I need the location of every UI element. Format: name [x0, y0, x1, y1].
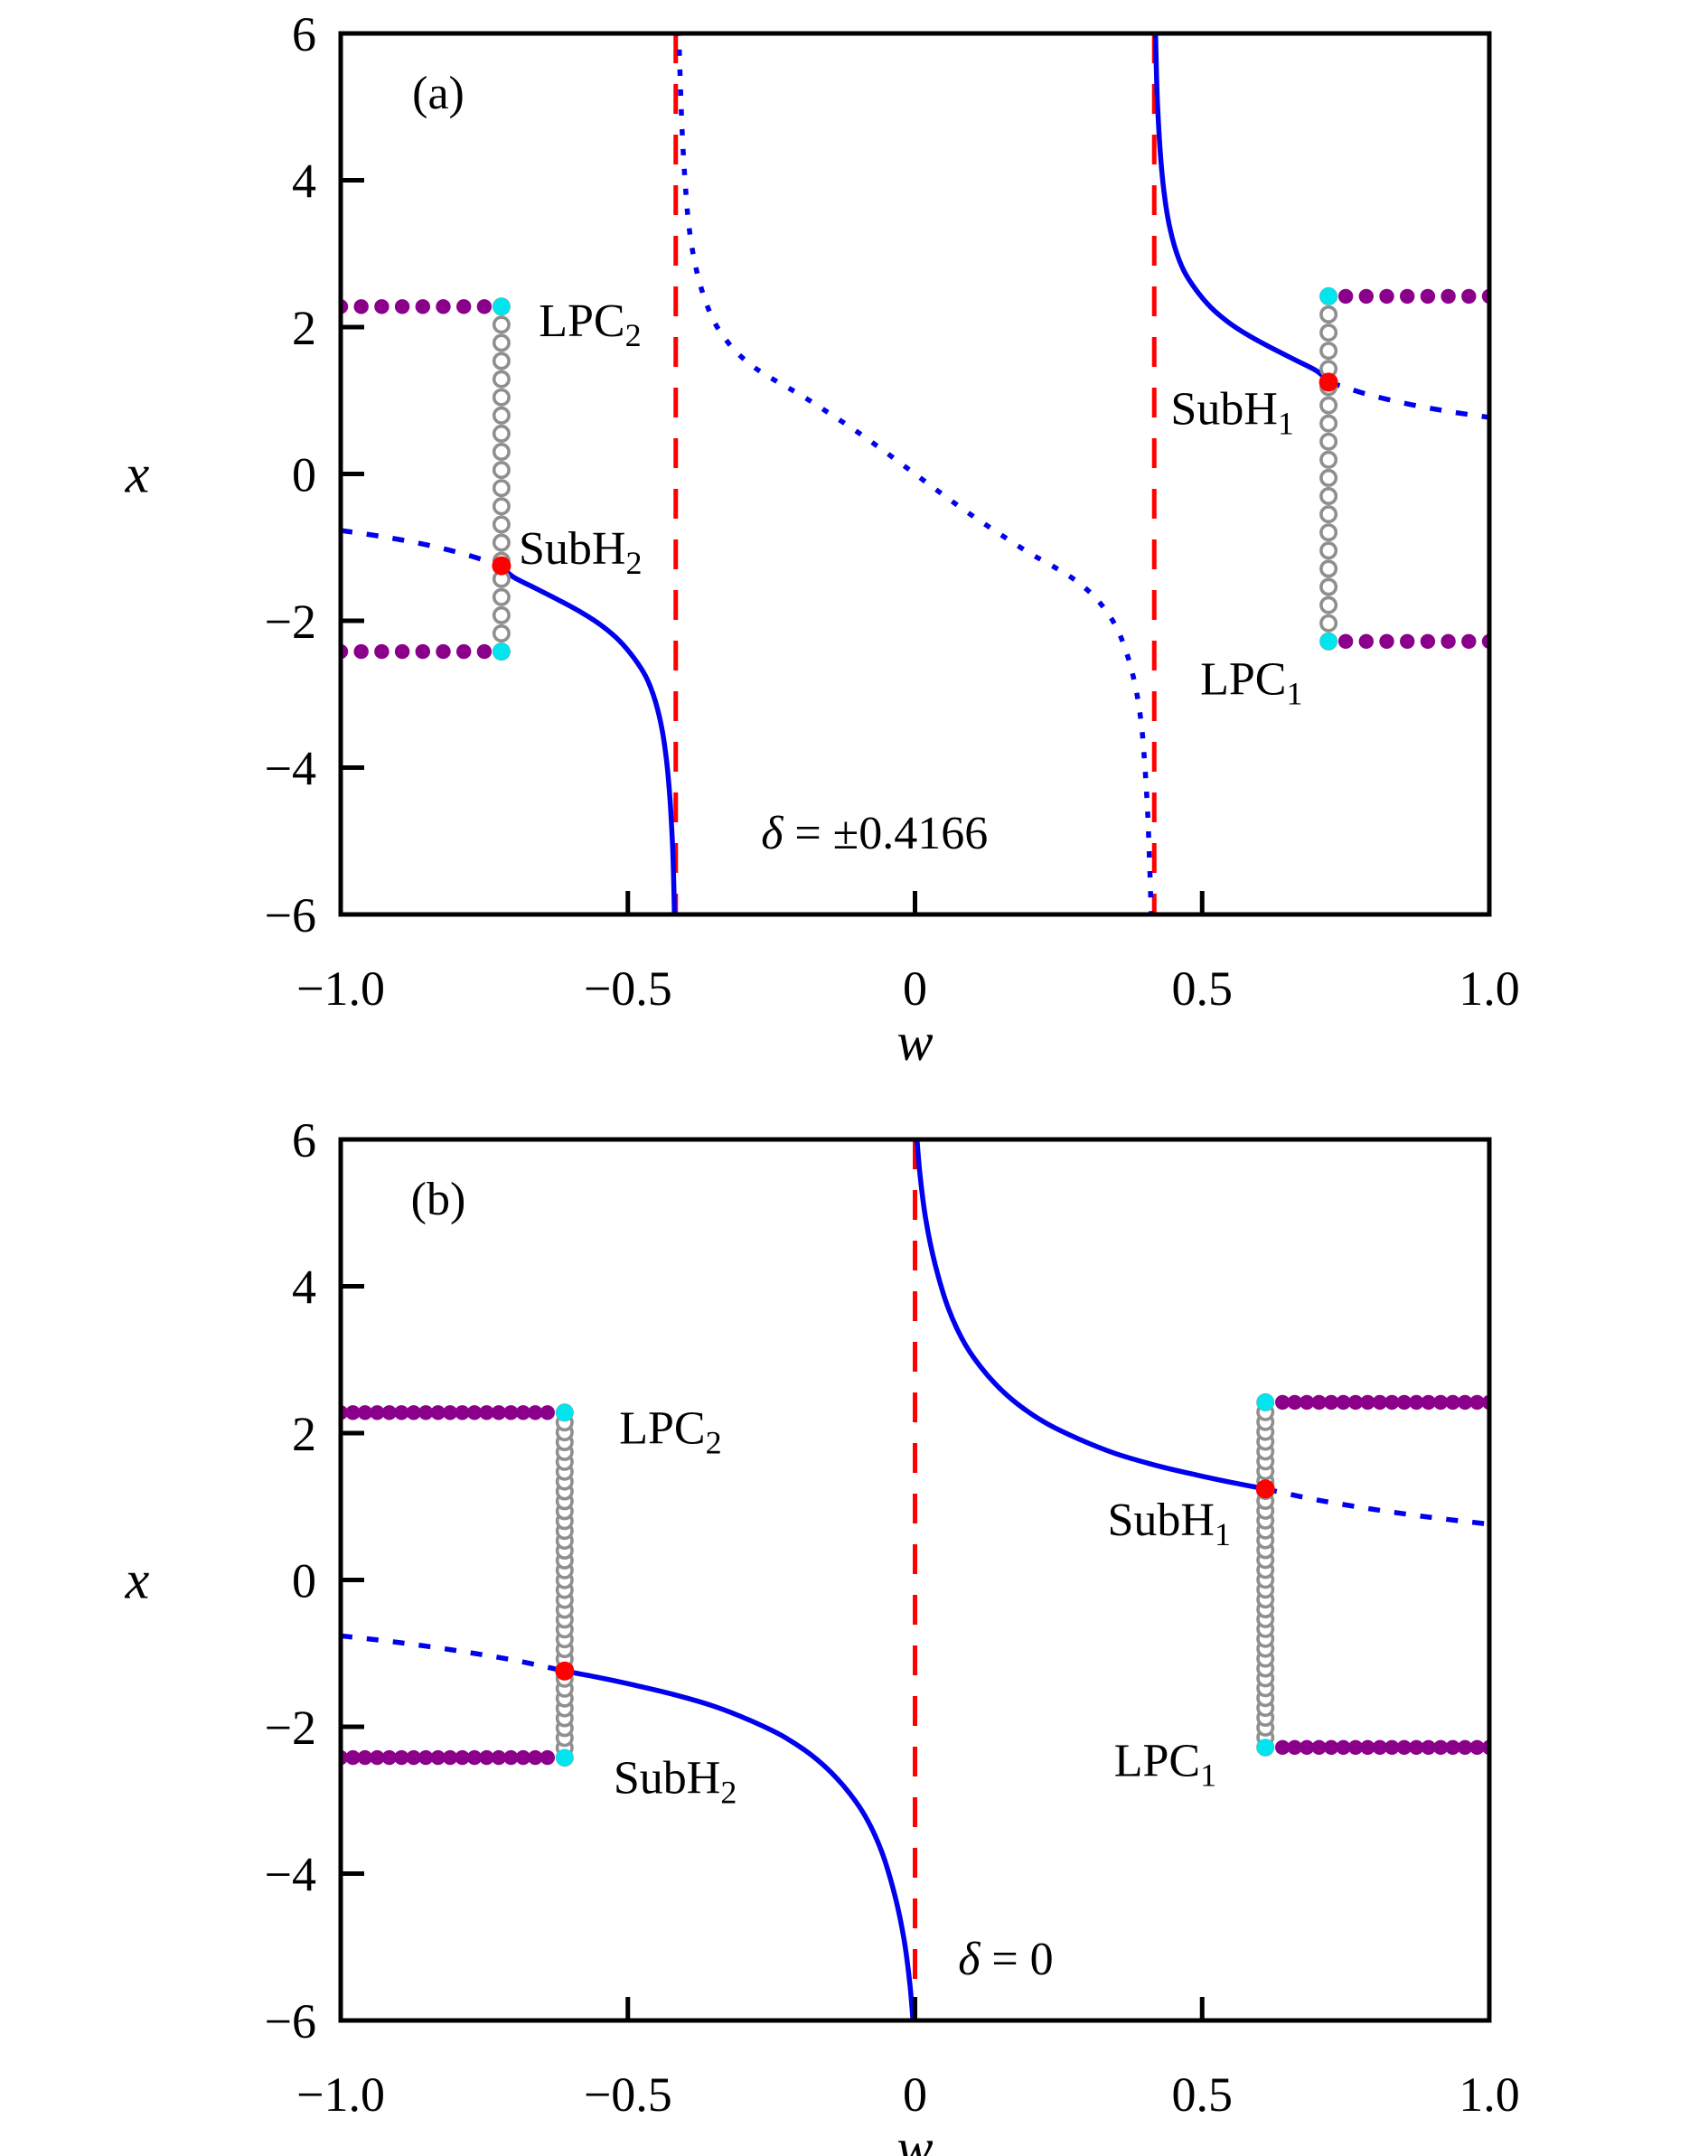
equilibrium-branch-solid: [1152, 33, 1331, 384]
panel-label: (a): [412, 68, 465, 119]
equilibrium-branch-solid: [914, 1139, 1266, 1492]
subh-point: [1255, 1479, 1275, 1499]
lpc-point: [1256, 1739, 1274, 1757]
label-lpc1: LPC1: [1114, 1736, 1216, 1794]
lpc-point: [556, 1748, 574, 1767]
panel-a: −1.0 −0.5 0 0.5 1.0 6 4 2 0 −2 −4 −6 w x (a) LPC2 SubH2 S…: [125, 7, 1520, 1072]
svg-text:2: 2: [292, 301, 316, 355]
svg-text:−6: −6: [265, 1994, 316, 2048]
subh-point: [492, 556, 511, 576]
subh-point: [555, 1661, 575, 1681]
svg-text:0: 0: [903, 961, 927, 1016]
svg-text:2: 2: [292, 1407, 316, 1461]
svg-text:−0.5: −0.5: [584, 2067, 672, 2122]
plot-box: [338, 1137, 1492, 2023]
x-axis-title: w: [896, 1012, 933, 1072]
label-subh2: SubH2: [614, 1752, 737, 1810]
stable-cycle-row: [341, 1749, 555, 1766]
label-lpc2: LPC2: [539, 295, 641, 353]
plot-box: [338, 31, 1492, 917]
panel-label: (b): [411, 1174, 466, 1225]
y-tick-labels: 6 4 2 0 −2 −4 −6: [265, 1113, 316, 2048]
svg-text:0: 0: [292, 1554, 316, 1608]
x-tick-labels: −1.0 −0.5 0 0.5 1.0: [296, 2067, 1520, 2122]
subh-point: [1319, 372, 1338, 392]
axis-ticks: [338, 31, 1492, 917]
y-axis-title: x: [125, 445, 150, 504]
unstable-cycle-column: [1319, 286, 1338, 651]
stable-cycle-row: [341, 643, 493, 660]
svg-text:−0.5: −0.5: [584, 961, 672, 1016]
equilibrium-branch-solid: [499, 564, 678, 914]
delta-annotation: δ = ±0.4166: [761, 808, 988, 859]
svg-text:4: 4: [292, 155, 316, 209]
stable-cycle-row: [1337, 633, 1489, 649]
axis-ticks: [338, 1137, 1492, 2023]
svg-text:4: 4: [292, 1261, 316, 1315]
stable-cycle-row: [1275, 1739, 1489, 1756]
panel-b: −1.0 −0.5 0 0.5 1.0 6 4 2 0 −2 −4 −6 w x (b) LPC2 SubH2 S…: [125, 1113, 1520, 2156]
stable-cycle-row: [1275, 1394, 1489, 1411]
lpc-point: [493, 642, 511, 661]
svg-text:6: 6: [292, 7, 316, 61]
label-lpc1: LPC1: [1200, 653, 1302, 711]
lpc-point: [556, 1403, 574, 1421]
svg-text:−6: −6: [265, 888, 316, 942]
y-axis-title: x: [125, 1551, 150, 1610]
svg-text:−4: −4: [265, 742, 316, 796]
svg-text:−1.0: −1.0: [296, 961, 385, 1016]
svg-text:0.5: 0.5: [1172, 961, 1234, 1016]
unstable-cycle-column: [492, 297, 511, 661]
equilibrium-branch-solid: [564, 1668, 916, 2020]
svg-text:−2: −2: [265, 595, 316, 649]
equilibrium-branch-dashed: [1264, 1486, 1489, 1527]
svg-text:−4: −4: [265, 1848, 316, 1902]
lpc-point: [1256, 1393, 1274, 1411]
label-subh1: SubH1: [1108, 1495, 1231, 1552]
x-axis-title: w: [896, 2118, 933, 2156]
stable-cycle-row: [341, 299, 493, 314]
svg-text:−2: −2: [265, 1701, 316, 1755]
unstable-cycle-column: [1256, 1392, 1275, 1757]
svg-text:1.0: 1.0: [1459, 2067, 1520, 2122]
equilibrium-branch-dotted: [676, 33, 1154, 914]
lpc-point: [1319, 633, 1337, 651]
lpc-point: [493, 297, 511, 315]
stable-cycle-row: [1337, 288, 1489, 305]
x-tick-labels: −1.0 −0.5 0 0.5 1.0: [296, 961, 1520, 1016]
lpc-point: [1319, 287, 1337, 305]
svg-text:0.5: 0.5: [1172, 2067, 1234, 2122]
svg-text:0: 0: [292, 448, 316, 502]
delta-annotation: δ = 0: [958, 1934, 1054, 1985]
svg-text:6: 6: [292, 1113, 316, 1167]
svg-text:−1.0: −1.0: [296, 2067, 385, 2122]
equilibrium-branch-dashed: [341, 528, 502, 568]
label-lpc2: LPC2: [619, 1403, 721, 1461]
y-tick-labels: 6 4 2 0 −2 −4 −6: [265, 7, 316, 942]
stable-cycle-row: [341, 1405, 555, 1420]
equilibrium-branch-dashed: [1328, 380, 1489, 420]
svg-text:0: 0: [903, 2067, 927, 2122]
unstable-cycle-column: [555, 1403, 574, 1767]
label-subh2: SubH2: [519, 523, 642, 581]
label-subh1: SubH1: [1170, 383, 1293, 441]
equilibrium-branch-dashed: [341, 1633, 566, 1673]
svg-text:1.0: 1.0: [1459, 961, 1520, 1016]
